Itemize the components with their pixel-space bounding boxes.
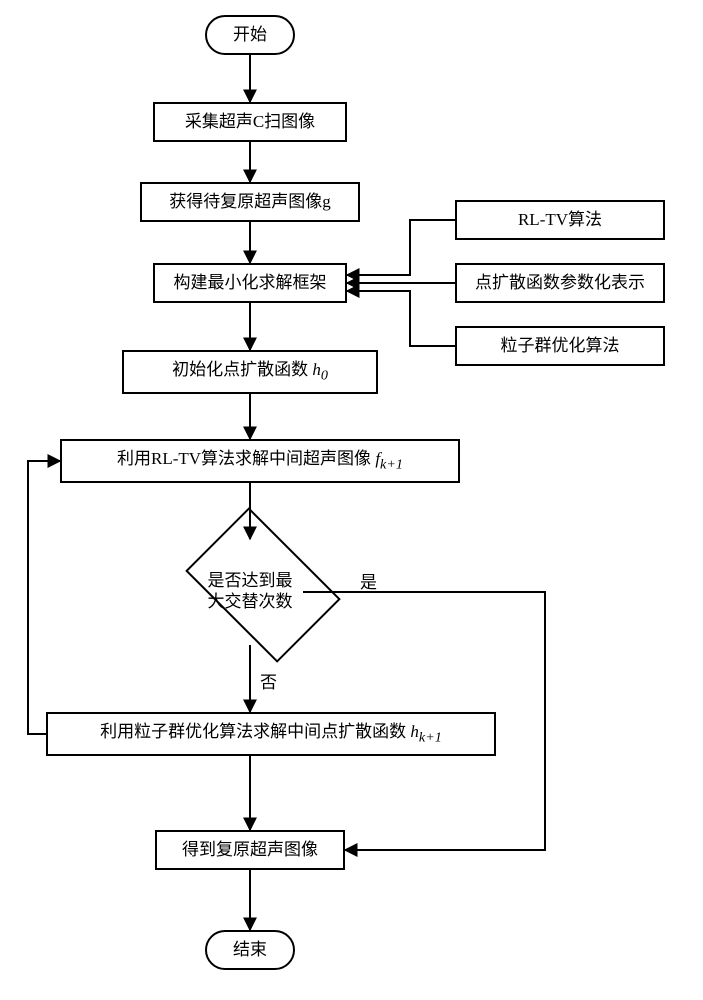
pso-input-node: 粒子群优化算法	[455, 326, 665, 366]
connectors-svg	[0, 0, 703, 1000]
result-label: 得到复原超声图像	[182, 839, 318, 861]
decision-label: 是否达到最 大交替次数	[185, 570, 315, 613]
psf-param-node: 点扩散函数参数化表示	[455, 263, 665, 303]
get-g-label: 获得待复原超声图像g	[169, 191, 331, 213]
edge-yes-label: 是	[360, 568, 377, 593]
solve-h-node: 利用粒子群优化算法求解中间点扩散函数 hk+1	[46, 712, 496, 756]
end-label: 结束	[233, 939, 267, 961]
result-node: 得到复原超声图像	[155, 830, 345, 870]
acquire-label: 采集超声C扫图像	[185, 111, 315, 133]
math-fk1: fk+1	[375, 449, 403, 468]
end-node: 结束	[205, 930, 295, 970]
pso-input-label: 粒子群优化算法	[501, 335, 620, 357]
acquire-node: 采集超声C扫图像	[153, 102, 347, 142]
psf-param-label: 点扩散函数参数化表示	[475, 272, 645, 294]
start-node: 开始	[205, 15, 295, 55]
start-label: 开始	[233, 24, 267, 46]
init-h0-node: 初始化点扩散函数 h0	[122, 350, 378, 394]
init-h0-label: 初始化点扩散函数 h0	[172, 359, 328, 385]
math-hk1: hk+1	[410, 722, 441, 741]
framework-label: 构建最小化求解框架	[174, 272, 327, 294]
solve-f-label: 利用RL-TV算法求解中间超声图像 fk+1	[117, 448, 403, 474]
get-g-node: 获得待复原超声图像g	[140, 182, 360, 222]
framework-node: 构建最小化求解框架	[153, 263, 347, 303]
edge-no-label: 否	[260, 668, 277, 693]
rltv-input-node: RL-TV算法	[455, 200, 665, 240]
solve-f-node: 利用RL-TV算法求解中间超声图像 fk+1	[60, 439, 460, 483]
solve-h-label: 利用粒子群优化算法求解中间点扩散函数 hk+1	[100, 721, 442, 747]
rltv-input-label: RL-TV算法	[518, 209, 602, 231]
math-h0: h0	[312, 360, 328, 379]
